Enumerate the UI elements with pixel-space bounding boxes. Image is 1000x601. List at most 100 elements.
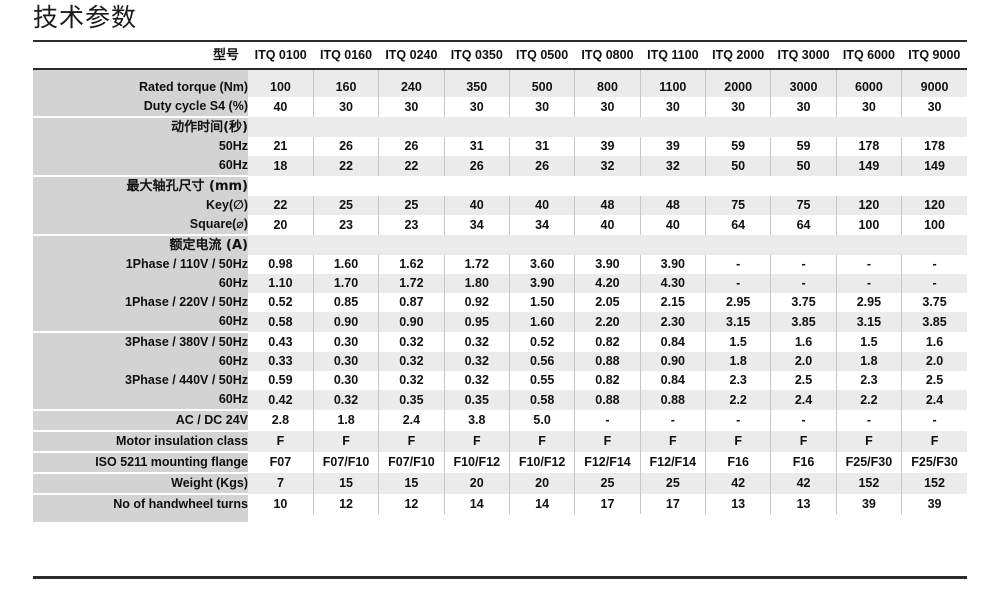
- row-label: 50Hz: [33, 137, 248, 156]
- table-cell: 0.35: [378, 390, 445, 410]
- table-cell: 0.88: [574, 390, 641, 410]
- table-cell: F: [835, 431, 902, 452]
- table-cell: 0.59: [248, 371, 314, 390]
- table-cell: 15: [378, 473, 445, 494]
- table-cell: -: [574, 410, 641, 431]
- table-cell: 0.56: [508, 352, 575, 371]
- table-cell: 1.72: [443, 255, 510, 274]
- table-cell: 2.20: [574, 312, 641, 332]
- pad-cell: [574, 514, 641, 522]
- table-cell: 25: [574, 473, 641, 494]
- table-cell: 0.30: [312, 371, 379, 390]
- table-row: Duty cycle S4 (%) 40 30 30 30 30 30 30 30 30 30 30: [33, 97, 967, 117]
- column-header-model: ITQ 9000: [901, 40, 967, 70]
- table-cell: -: [705, 274, 771, 293]
- table-cell: [901, 117, 967, 137]
- table-cell: 25: [378, 196, 445, 215]
- table-cell: 3.90: [639, 255, 706, 274]
- table-cell: 0.90: [378, 312, 445, 332]
- technical-specification-table: 型号 ITQ 0100 ITQ 0160 ITQ 0240 ITQ 0350 ITQ 0…: [33, 40, 967, 522]
- table-row: 60Hz 0.58 0.90 0.90 0.95 1.60 2.20 2.30 3.15 3.85…: [33, 312, 967, 332]
- table-cell: 0.84: [639, 332, 706, 352]
- table-cell: 1.8: [705, 352, 771, 371]
- table-cell: 3.85: [901, 312, 967, 332]
- row-label: 60Hz: [33, 156, 248, 176]
- table-cell: F: [443, 431, 510, 452]
- pad-cell: [378, 69, 445, 78]
- pad-cell: [901, 514, 967, 522]
- table-cell: 0.32: [443, 371, 510, 390]
- table-cell: 2.95: [835, 293, 902, 312]
- table-cell: 2.15: [639, 293, 706, 312]
- table-cell: 40: [248, 97, 314, 117]
- table-cell: 31: [508, 137, 575, 156]
- table-cell: 30: [443, 97, 510, 117]
- table-cell: 20: [443, 473, 510, 494]
- pad-cell: [33, 69, 248, 78]
- table-cell: [509, 235, 575, 255]
- table-cell: [444, 235, 510, 255]
- table-cell: 31: [443, 137, 510, 156]
- table-cell: 1.8: [312, 410, 379, 431]
- table-cell: [705, 176, 771, 196]
- pad-cell: [639, 69, 706, 78]
- table-cell: 0.87: [378, 293, 445, 312]
- table-section-row: 动作时间(秒): [33, 116, 967, 137]
- table-cell: 7: [248, 473, 314, 494]
- table-cell: 1.62: [378, 255, 445, 274]
- table-cell: 0.42: [248, 390, 314, 410]
- table-cell: [770, 176, 837, 196]
- table-cell: 800: [574, 78, 641, 97]
- table-row: 1Phase / 220V / 50Hz 0.52 0.85 0.87 0.92 1.50…: [33, 293, 967, 312]
- table-cell: 0.52: [248, 293, 314, 312]
- table-cell: 22: [378, 156, 445, 176]
- table-cell: 26: [378, 137, 445, 156]
- pad-cell: [835, 69, 902, 78]
- pad-cell: [378, 514, 445, 522]
- table-cell: 0.35: [443, 390, 510, 410]
- table-cell: 0.85: [312, 293, 379, 312]
- table-cell: 5.0: [508, 410, 575, 431]
- table-cell: F: [248, 431, 314, 452]
- table-cell: 30: [901, 97, 967, 117]
- table-cell: 240: [378, 78, 445, 97]
- table-row: 3Phase / 380V / 50Hz 0.43 0.30 0.32 0.32 0.52…: [33, 331, 967, 352]
- table-cell: [313, 176, 379, 196]
- table-cell: 30: [705, 97, 771, 117]
- table-cell: [378, 176, 445, 196]
- row-label: 最大轴孔尺寸 (mm): [33, 175, 248, 196]
- table-cell: -: [901, 410, 967, 431]
- table-cell: 1.6: [770, 332, 837, 352]
- table-cell: [378, 235, 445, 255]
- table-cell: 1.72: [378, 274, 445, 293]
- table-cell: [574, 117, 641, 137]
- table-cell: 12: [312, 494, 379, 514]
- table-bottom-pad-row: [33, 514, 967, 522]
- pad-cell: [443, 69, 510, 78]
- table-cell: 15: [312, 473, 379, 494]
- table-cell: [444, 176, 510, 196]
- row-label: ISO 5211 mounting flange: [33, 451, 248, 473]
- table-cell: 149: [835, 156, 902, 176]
- table-cell: [640, 117, 706, 137]
- table-cell: 34: [508, 215, 575, 235]
- table-cell: [509, 176, 575, 196]
- table-cell: [313, 235, 379, 255]
- table-cell: 100: [248, 78, 314, 97]
- table-cell: 1.8: [835, 352, 902, 371]
- table-cell: 18: [248, 156, 314, 176]
- pad-cell: [33, 514, 248, 522]
- table-row: Square(⌀) 20 23 23 34 34 40 40 64 64 100 100: [33, 215, 967, 235]
- table-cell: 32: [639, 156, 706, 176]
- table-cell: 48: [639, 196, 706, 215]
- table-cell: F: [705, 431, 771, 452]
- table-cell: F25/F30: [835, 452, 902, 473]
- table-cell: [705, 117, 771, 137]
- table-cell: 1.60: [312, 255, 379, 274]
- table-cell: 0.90: [312, 312, 379, 332]
- table-cell: 0.58: [508, 390, 575, 410]
- table-row: Motor insulation class F F F F F F F F F F F: [33, 430, 967, 452]
- table-cell: 2.0: [901, 352, 967, 371]
- table-top-pad-row: [33, 69, 967, 78]
- table-cell: 42: [770, 473, 837, 494]
